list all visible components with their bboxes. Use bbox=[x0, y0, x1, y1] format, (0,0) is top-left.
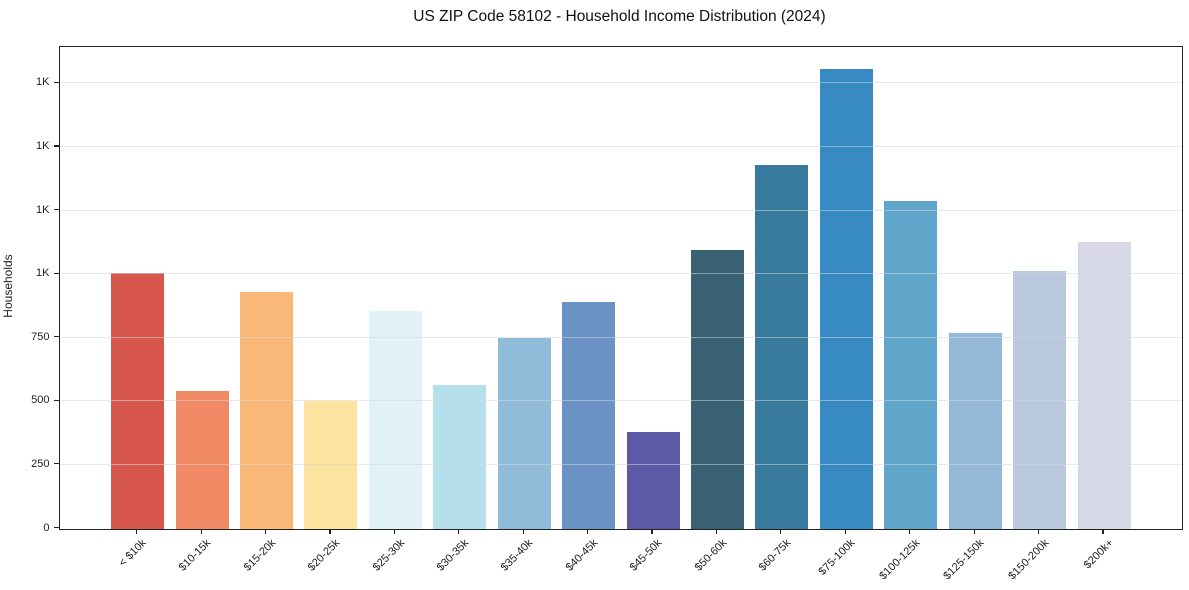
bar bbox=[1077, 241, 1131, 529]
bar bbox=[948, 333, 1002, 529]
gridline bbox=[59, 400, 1182, 402]
gridline bbox=[59, 463, 1182, 465]
bar bbox=[819, 69, 873, 529]
x-tick-mark bbox=[264, 529, 267, 534]
x-tick-mark bbox=[1037, 529, 1040, 534]
x-tick-label-text: $45-50k bbox=[627, 536, 665, 574]
x-tick-mark bbox=[329, 529, 331, 534]
y-tick-mark bbox=[53, 526, 59, 529]
x-tick-label-text: $150-200k bbox=[1005, 536, 1052, 582]
x-tick-mark bbox=[522, 529, 524, 534]
y-tick-label: 1K bbox=[36, 76, 50, 89]
y-tick-label: 750 bbox=[31, 330, 50, 343]
y-tick-label: 1K bbox=[36, 267, 50, 280]
gridline bbox=[59, 209, 1182, 211]
gridline bbox=[59, 82, 1182, 84]
x-tick-label-text: $15-20k bbox=[241, 536, 279, 574]
bar bbox=[690, 249, 744, 529]
bar bbox=[240, 291, 294, 529]
x-tick-label-text: $75-100k bbox=[816, 536, 858, 578]
x-tick-mark bbox=[1102, 529, 1104, 534]
bar bbox=[433, 384, 487, 529]
x-tick-label-text: $25-30k bbox=[370, 536, 407, 574]
y-tick-label: 250 bbox=[31, 457, 50, 470]
gridline bbox=[59, 273, 1182, 275]
x-tick-mark bbox=[844, 529, 846, 534]
x-tick-label-text: < $10k bbox=[117, 536, 150, 569]
y-tick-mark bbox=[53, 208, 59, 211]
x-tick-mark bbox=[458, 529, 460, 534]
x-tick-label-text: $35-40k bbox=[499, 536, 536, 574]
x-tick-label-text: $125-150k bbox=[941, 536, 987, 582]
bar bbox=[884, 200, 938, 529]
bar bbox=[497, 338, 551, 529]
x-tick-label-text: $30-35k bbox=[434, 536, 472, 574]
y-axis-label: Households bbox=[1, 254, 15, 318]
x-tick-label-text: $100-125k bbox=[876, 536, 923, 582]
y-tick-mark bbox=[53, 399, 59, 401]
plot-area bbox=[58, 45, 1183, 530]
y-tick-label: 1K bbox=[36, 139, 50, 152]
x-tick-mark bbox=[780, 529, 782, 534]
x-tick-label-text: $10-15k bbox=[176, 536, 214, 574]
y-tick-mark bbox=[53, 463, 59, 465]
y-tick-mark bbox=[53, 81, 59, 83]
x-tick-label-text: $60-75k bbox=[756, 536, 794, 574]
x-tick-label-text: $50-60k bbox=[692, 536, 729, 574]
x-tick-label-text: $200k+ bbox=[1081, 536, 1116, 571]
y-tick-mark bbox=[53, 272, 59, 274]
x-tick-label-text: $20-25k bbox=[305, 536, 343, 574]
x-tick-mark bbox=[909, 529, 911, 534]
bar bbox=[1013, 270, 1067, 529]
gridline bbox=[59, 336, 1182, 338]
bar bbox=[755, 165, 809, 529]
x-tick-label-text: $40-45k bbox=[563, 536, 601, 574]
x-tick-mark bbox=[715, 529, 718, 534]
y-tick-mark bbox=[53, 145, 59, 147]
y-tick-label: 0 bbox=[43, 521, 50, 534]
x-tick-mark bbox=[651, 529, 653, 534]
y-tick-label: 500 bbox=[31, 394, 50, 407]
bar bbox=[368, 310, 422, 529]
bar bbox=[175, 390, 229, 529]
x-tick-mark bbox=[136, 529, 138, 534]
x-tick-mark bbox=[973, 529, 975, 534]
gridline bbox=[59, 145, 1182, 147]
y-tick-mark bbox=[53, 336, 59, 338]
x-tick-mark bbox=[200, 529, 202, 534]
bar bbox=[562, 301, 616, 529]
y-tick-label: 1K bbox=[36, 203, 50, 216]
x-tick-mark bbox=[587, 529, 589, 534]
bar bbox=[626, 432, 680, 529]
x-tick-mark bbox=[393, 529, 395, 534]
chart-title: US ZIP Code 58102 - Household Income Dis… bbox=[413, 8, 826, 25]
